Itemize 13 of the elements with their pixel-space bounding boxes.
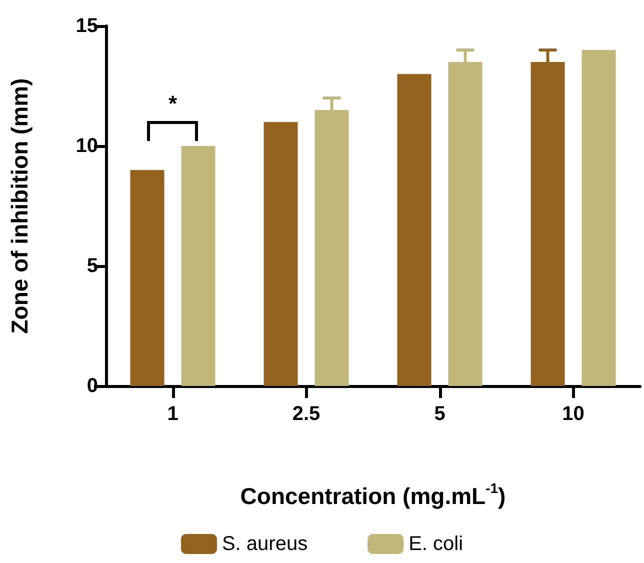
legend-label: S. aureus bbox=[222, 533, 308, 555]
bar bbox=[130, 170, 164, 386]
bar bbox=[582, 50, 616, 386]
annotation: * bbox=[167, 91, 178, 117]
legend-label: E. coli bbox=[408, 533, 464, 555]
x-tick-label: 5 bbox=[434, 403, 446, 425]
x-tick-label: 10 bbox=[562, 403, 584, 425]
bar bbox=[264, 122, 298, 386]
y-axis-title: Zone of inhibition (mm) bbox=[6, 78, 32, 334]
x-tick-label: 1 bbox=[167, 403, 178, 425]
x-tick-label: 2.5 bbox=[292, 403, 320, 425]
bar bbox=[397, 74, 432, 386]
bar bbox=[181, 146, 216, 386]
